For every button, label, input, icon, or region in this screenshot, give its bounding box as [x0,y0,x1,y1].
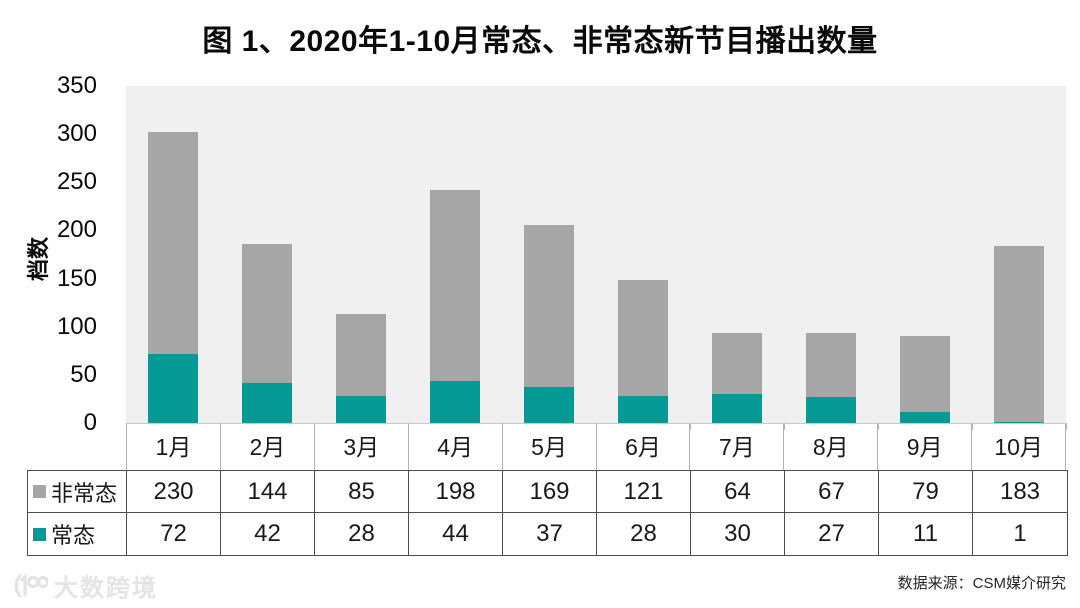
bar-segment-normal [336,396,386,423]
bar-column-9 [878,86,972,423]
table-value-normal-month-9: 11 [879,513,973,555]
x-label-month-2: 2月 [219,424,314,470]
logo-100-icon [12,572,48,600]
y-tick-label-150: 150 [56,264,97,292]
bar-segment-non-normal [524,224,574,388]
bar-segment-non-normal [242,243,292,383]
bar-segment-normal [618,396,668,423]
x-label-month-7: 7月 [689,424,783,470]
bar-segment-non-normal [806,332,856,398]
table-value-normal-month-7: 30 [691,513,785,555]
table-value-non-normal-month-1: 230 [127,471,221,513]
bar-segment-normal [806,397,856,423]
bar-column-8 [784,86,878,423]
chart-title: 图 1、2020年1-10月常态、非常态新节目播出数量 [202,25,878,58]
bar-segment-non-normal [336,314,386,397]
plot-area [126,86,1066,424]
bar-segment-non-normal [712,332,762,395]
bar-segment-normal [148,353,198,423]
bar-column-3 [314,86,408,423]
bar-column-10 [972,86,1066,423]
y-tick-label-50: 50 [70,360,97,388]
bar-segment-non-normal [148,132,198,354]
table-value-non-normal-month-4: 198 [409,471,503,513]
bar-column-6 [596,86,690,423]
watermark-text: 大数跨境 [54,575,158,602]
table-value-non-normal-month-3: 85 [315,471,409,513]
bar-segment-normal [994,422,1044,423]
bar-segment-non-normal [618,279,668,397]
x-axis-tick [784,423,785,430]
normal-swatch [33,527,46,541]
bar-segment-normal [712,394,762,423]
x-axis-labels: 1月 2月 3月 4月 5月 6月 7月 8月 9月 10月 [126,424,1066,470]
bar-segment-normal [900,412,950,423]
bar-column-2 [220,86,314,423]
bar-segment-non-normal [430,190,480,381]
bar-segment-non-normal [994,245,1044,423]
x-label-month-8: 8月 [783,424,877,470]
y-tick-label-350: 350 [56,72,97,99]
table-value-normal-month-1: 72 [127,513,221,555]
table-value-non-normal-month-10: 183 [973,471,1067,513]
bar-column-4 [408,86,502,423]
y-tick-label-100: 100 [56,312,97,340]
table-value-normal-month-2: 42 [221,513,315,555]
legend-label-non-normal: 非常态 [51,480,118,506]
x-label-month-9: 9月 [877,424,971,470]
non-normal-swatch [33,485,46,498]
x-axis-tick [972,423,973,430]
bar-column-5 [502,86,596,423]
bar-segment-normal [524,387,574,423]
table-value-normal-month-6: 28 [597,513,691,555]
x-axis-tick [878,423,879,430]
x-label-month-5: 5月 [501,424,596,470]
x-axis-tick [690,423,691,430]
table-value-normal-month-3: 28 [315,513,409,555]
table-value-non-normal-month-8: 67 [785,471,879,513]
bar-segment-normal [430,380,480,423]
data-table: 非常态 230 144 85 198 169 121 64 67 79 183 常态 72 42 28 44 3… [27,470,1068,556]
legend-cell-non-normal: 非常态 [28,471,127,513]
table-value-non-normal-month-5: 169 [503,471,597,513]
x-label-month-3: 3月 [313,424,408,470]
legend-cell-normal: 常态 [28,513,127,555]
x-label-month-6: 6月 [595,424,690,470]
x-label-month-4: 4月 [407,424,502,470]
y-tick-label-0: 0 [83,409,97,436]
x-axis-tick [1066,423,1067,430]
bar-column-1 [126,86,220,423]
x-label-month-10: 10月 [971,424,1065,470]
table-value-non-normal-month-7: 64 [691,471,785,513]
y-tick-label-250: 250 [56,168,97,196]
table-value-non-normal-month-9: 79 [879,471,973,513]
data-source: 数据来源：CSM媒介研究 [897,575,1066,592]
y-tick-label-300: 300 [56,120,97,148]
x-label-month-1: 1月 [126,424,220,470]
y-tick-label-200: 200 [56,216,97,244]
table-value-normal-month-10: 1 [1013,520,1027,547]
table-value-non-normal-month-2: 144 [221,471,315,513]
bar-column-7 [690,86,784,423]
table-value-normal-month-4: 44 [409,513,503,555]
bar-segment-normal [242,382,292,423]
table-value-normal-month-8: 27 [785,513,879,555]
table-value-non-normal-month-6: 121 [597,471,691,513]
bar-segment-non-normal [900,336,950,413]
y-axis: 350 300 250 200 150 100 50 0 [0,0,97,470]
watermark-logo: 大数跨境 [12,568,158,603]
legend-label-normal: 常态 [51,523,96,548]
table-value-normal-month-5: 37 [503,513,597,555]
